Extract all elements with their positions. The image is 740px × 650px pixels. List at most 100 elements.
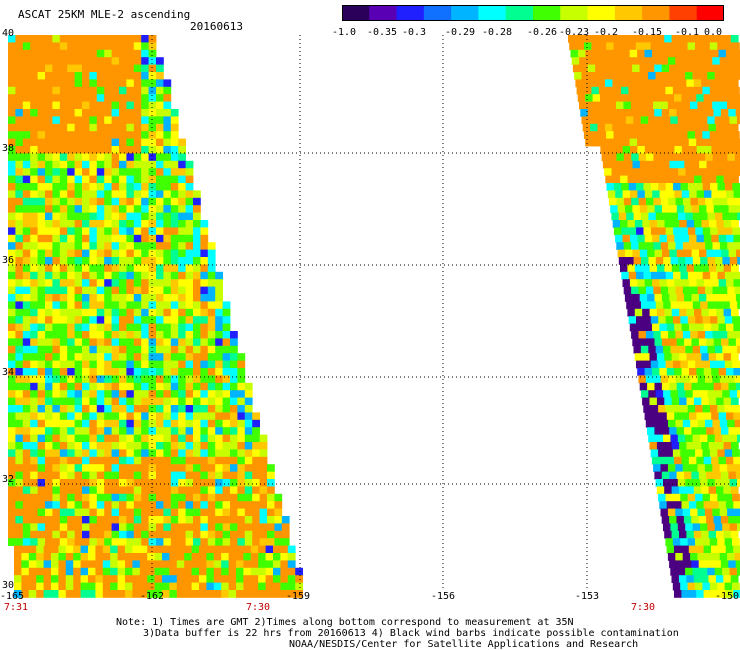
swath-cell <box>111 57 120 65</box>
swath-cell <box>695 316 703 324</box>
swath-cell <box>22 109 31 117</box>
swath-cell <box>683 560 692 569</box>
swath-cell <box>687 493 696 502</box>
swath-cell <box>111 279 120 287</box>
swath-cell <box>8 35 16 43</box>
swath-cell <box>163 508 172 517</box>
swath-cell <box>691 160 700 169</box>
swath-cell <box>59 316 68 324</box>
swath-cell <box>22 153 31 162</box>
swath-cell <box>629 94 638 102</box>
swath-cell <box>707 212 716 221</box>
swath-cell <box>141 234 149 243</box>
swath-cell <box>728 64 737 73</box>
swath-cell <box>722 390 731 398</box>
swath-cell <box>148 331 157 339</box>
swath-cell <box>59 338 68 347</box>
swath-cell <box>668 242 676 250</box>
swath-cell <box>59 301 68 310</box>
swath-cell <box>597 123 606 132</box>
swath-cell <box>96 486 105 495</box>
colorbar-swatch <box>451 5 480 21</box>
swath-cell <box>88 560 96 569</box>
swath-cell <box>111 109 120 117</box>
swath-cell <box>162 582 170 591</box>
swath-cell <box>37 64 46 73</box>
swath-cell <box>666 49 675 58</box>
swath-cell <box>215 471 223 480</box>
swath-cell <box>672 405 681 413</box>
swath-cell <box>59 116 68 125</box>
swath-cell <box>8 368 16 376</box>
swath-cell <box>671 353 680 361</box>
swath-cell <box>734 101 740 110</box>
swath-cell <box>698 338 707 347</box>
swath-cell <box>725 94 734 102</box>
swath-cell <box>178 249 186 258</box>
swath-cell <box>684 160 693 169</box>
swath-cell <box>703 456 712 465</box>
swath-cell <box>65 575 74 583</box>
swath-cell <box>37 471 46 480</box>
swath-cell <box>735 471 740 480</box>
swath-cell <box>67 234 75 243</box>
swath-cell <box>735 294 740 302</box>
swath-cell <box>252 516 260 524</box>
swath-cell <box>30 116 38 125</box>
swath-cell <box>709 86 718 95</box>
swath-cell <box>678 123 687 132</box>
swath-cell <box>141 523 149 532</box>
swath-cell <box>52 301 61 310</box>
swath-cell <box>258 567 266 576</box>
swath-cell <box>22 175 31 184</box>
swath-cell <box>15 138 24 147</box>
swath-cell <box>597 35 606 43</box>
swath-cell <box>617 205 626 213</box>
swath-cell <box>676 427 685 435</box>
swath-cell <box>645 331 654 339</box>
swath-cell <box>15 197 24 206</box>
swath-cell <box>104 64 112 73</box>
swath-cell <box>37 353 46 361</box>
swath-cell <box>22 116 31 125</box>
swath-cell <box>705 375 713 384</box>
swath-cell <box>707 523 716 532</box>
swath-cell <box>647 427 655 435</box>
swath-cell <box>59 227 68 236</box>
swath-cell <box>59 42 68 51</box>
swath-cell <box>697 286 706 295</box>
swath-cell <box>185 419 194 428</box>
swath-cell <box>664 397 673 406</box>
swath-cell <box>126 294 135 302</box>
swath-cell <box>193 434 201 443</box>
swath-cell <box>658 449 666 458</box>
swath-cell <box>207 508 216 517</box>
swath-cell <box>22 442 31 450</box>
swath-cell <box>52 64 61 73</box>
swath-cell <box>265 553 274 561</box>
swath-cell <box>712 101 720 110</box>
swath-cell <box>691 205 700 213</box>
swath-cell <box>65 553 74 561</box>
swath-cell <box>653 242 662 250</box>
swath-cell <box>691 338 700 347</box>
swath-cell <box>207 493 216 502</box>
swath-cell <box>716 486 724 495</box>
swath-cell <box>37 138 46 147</box>
swath-cell <box>170 405 179 413</box>
swath-cell <box>37 360 46 369</box>
swath-cell <box>667 508 676 517</box>
swath-cell <box>607 138 616 147</box>
swath-cell <box>170 479 179 487</box>
swath-cell <box>156 345 164 354</box>
swath-cell <box>649 353 658 361</box>
colorbar-swatch <box>369 5 398 21</box>
swath-cell <box>156 501 164 509</box>
swath-cell <box>674 279 683 287</box>
swath-cell <box>156 464 164 472</box>
swath-cell <box>733 501 740 509</box>
swath-cell <box>148 308 157 317</box>
swath-cell <box>133 493 142 502</box>
swath-cell <box>718 456 727 465</box>
swath-cell <box>104 234 112 243</box>
